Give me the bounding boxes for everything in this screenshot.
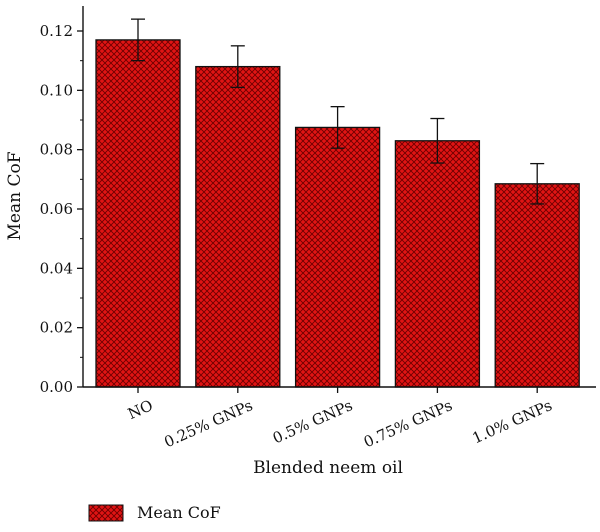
y-tick-label-1: 0.02	[40, 319, 73, 337]
bar-0	[95, 39, 181, 388]
x-tick-label-1: 0.25% GNPs	[161, 396, 255, 451]
bar-3	[394, 140, 481, 388]
x-tick-label-3: 0.75% GNPs	[361, 396, 455, 451]
bar-4	[494, 183, 580, 388]
bars-layer	[95, 18, 580, 388]
y-tick-label-2: 0.04	[40, 259, 73, 277]
y-tick-label-5: 0.10	[40, 81, 73, 99]
y-tick-label-4: 0.08	[40, 141, 73, 159]
y-tick-label-6: 0.12	[40, 22, 73, 40]
bar-2	[294, 126, 381, 388]
x-tick-label-2: 0.5% GNPs	[270, 396, 355, 447]
y-axis-title: Mean CoF	[5, 151, 25, 240]
legend: Mean CoF	[88, 503, 221, 522]
x-tick-label-0: NO	[125, 396, 156, 423]
bar-1	[195, 65, 281, 388]
legend-label: Mean CoF	[137, 503, 221, 522]
y-tick-label-0: 0.00	[40, 378, 73, 396]
x-axis-title: Blended neem oil	[253, 458, 403, 478]
x-tick-label-4: 1.0% GNPs	[470, 396, 555, 447]
legend-swatch	[88, 504, 124, 522]
y-tick-label-3: 0.06	[40, 200, 73, 218]
